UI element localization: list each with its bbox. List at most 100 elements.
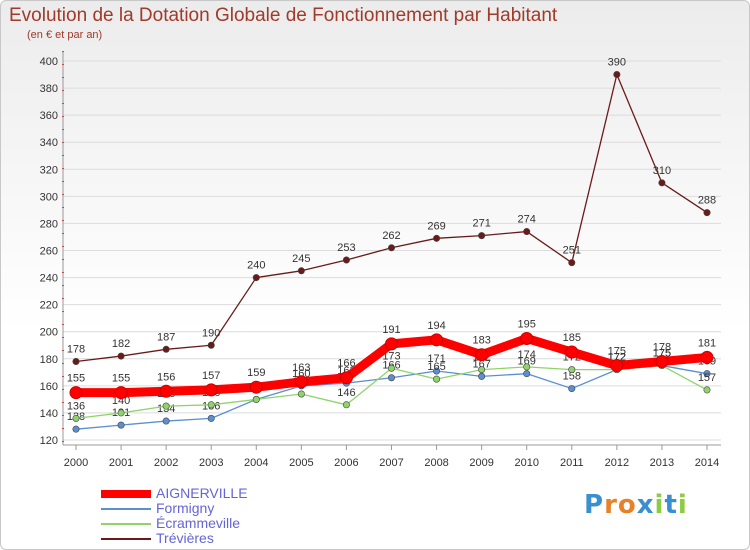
data-point-aignerville [385, 337, 398, 351]
data-point-aignerville [430, 333, 444, 347]
data-point-formigny [703, 370, 711, 378]
data-point-aignerville [294, 375, 308, 389]
y-tick-label: 260 [40, 246, 58, 258]
data-label-trevieres: 240 [247, 260, 265, 272]
data-point-aignerville [114, 386, 128, 400]
logo-letter: P [584, 490, 605, 520]
data-label-trevieres: 187 [157, 331, 175, 343]
y-tick-label: 240 [40, 273, 58, 285]
data-point-ecrammeville [523, 363, 531, 371]
x-tick-label: 2013 [650, 457, 674, 469]
data-point-formigny [568, 385, 576, 393]
logo-letter: i [654, 490, 665, 520]
data-label-trevieres: 190 [202, 327, 220, 339]
legend-label-formigny: Formigny [156, 500, 215, 516]
data-point-trevieres [297, 267, 305, 275]
data-label-trevieres: 178 [67, 343, 85, 355]
chart-title: Evolution de la Dotation Globale de Fonc… [9, 5, 558, 26]
data-label-formigny: 158 [563, 371, 581, 383]
data-label-trevieres: 390 [608, 57, 626, 69]
x-tick-label: 2001 [109, 457, 133, 469]
data-label-aignerville: 181 [698, 337, 716, 349]
y-tick-label: 340 [40, 137, 58, 149]
legend-label-trevieres: Trévières [156, 530, 214, 546]
data-label-ecrammeville: 175 [653, 348, 671, 360]
data-label-aignerville: 159 [247, 367, 265, 379]
y-tick-label: 280 [40, 218, 58, 230]
data-point-aignerville [610, 359, 624, 373]
data-label-ecrammeville: 136 [67, 400, 85, 412]
data-label-aignerville: 191 [382, 324, 400, 336]
series-line-trevieres [75, 73, 708, 363]
x-tick-label: 2005 [289, 457, 313, 469]
y-tick-label: 200 [40, 327, 58, 339]
data-point-ecrammeville [117, 409, 125, 417]
data-label-aignerville: 166 [337, 358, 355, 370]
data-point-formigny [207, 414, 215, 422]
data-label-aignerville: 183 [472, 335, 490, 347]
data-label-trevieres: 269 [427, 220, 445, 232]
data-point-aignerville [520, 331, 534, 345]
legend-swatch-ecrammeville [101, 523, 151, 525]
y-tick-label: 140 [40, 408, 58, 420]
data-point-formigny [433, 367, 441, 375]
data-point-trevieres [523, 228, 531, 236]
y-tick-label: 400 [40, 56, 58, 68]
data-point-aignerville [69, 386, 83, 400]
data-point-aignerville [655, 354, 669, 368]
legend-swatch-aignerville [101, 490, 151, 498]
logo-letter: t [664, 490, 678, 520]
x-tick-label: 2007 [379, 457, 403, 469]
data-point-trevieres [207, 341, 215, 349]
data-point-aignerville [565, 345, 579, 359]
data-point-aignerville [475, 348, 489, 362]
data-point-trevieres [568, 259, 576, 267]
data-point-formigny [117, 421, 125, 429]
data-point-aignerville [339, 371, 353, 385]
data-label-aignerville: 185 [563, 332, 581, 344]
x-tick-label: 2003 [199, 457, 223, 469]
chart-subtitle: (en € et par an) [27, 29, 103, 41]
logo-letter: i [677, 490, 688, 520]
data-point-ecrammeville [478, 366, 486, 374]
data-label-formigny: 160 [292, 368, 310, 380]
x-tick-label: 2002 [154, 457, 178, 469]
legend-swatch-formigny [101, 508, 151, 510]
data-label-ecrammeville: 146 [337, 387, 355, 399]
y-tick-label: 120 [40, 435, 58, 447]
logo-letter: o [617, 490, 637, 520]
data-label-aignerville: 155 [67, 373, 85, 385]
x-tick-label: 2000 [64, 457, 88, 469]
data-label-ecrammeville: 174 [518, 349, 536, 361]
data-label-ecrammeville: 173 [382, 350, 400, 362]
data-label-trevieres: 245 [292, 253, 310, 265]
data-point-formigny [387, 374, 395, 382]
data-label-formigny: 169 [518, 356, 536, 368]
data-label-aignerville: 156 [157, 371, 175, 383]
x-tick-label: 2009 [469, 457, 493, 469]
data-point-ecrammeville [297, 390, 305, 398]
legend-label-ecrammeville: Écrammeville [156, 515, 241, 531]
legend-swatch-trevieres [101, 538, 151, 540]
data-point-trevieres [387, 244, 395, 252]
data-label-formigny: 171 [427, 353, 445, 365]
y-tick-label: 220 [40, 300, 58, 312]
y-tick-label: 180 [40, 354, 58, 366]
data-label-aignerville: 163 [292, 362, 310, 374]
data-label-aignerville: 155 [112, 373, 130, 385]
data-label-aignerville: 157 [202, 370, 220, 382]
data-label-aignerville: 194 [427, 320, 445, 332]
data-label-ecrammeville: 157 [698, 372, 716, 384]
data-label-aignerville: 175 [608, 346, 626, 358]
data-point-trevieres [72, 357, 80, 365]
data-point-ecrammeville [703, 386, 711, 394]
x-tick-label: 2008 [424, 457, 448, 469]
y-tick-label: 320 [40, 164, 58, 176]
data-label-trevieres: 271 [472, 218, 490, 230]
data-point-aignerville [700, 350, 714, 364]
data-label-trevieres: 274 [518, 214, 536, 226]
legend-label-aignerville: AIGNERVILLE [156, 485, 248, 501]
proxiti-logo: Proxiti [584, 490, 688, 520]
